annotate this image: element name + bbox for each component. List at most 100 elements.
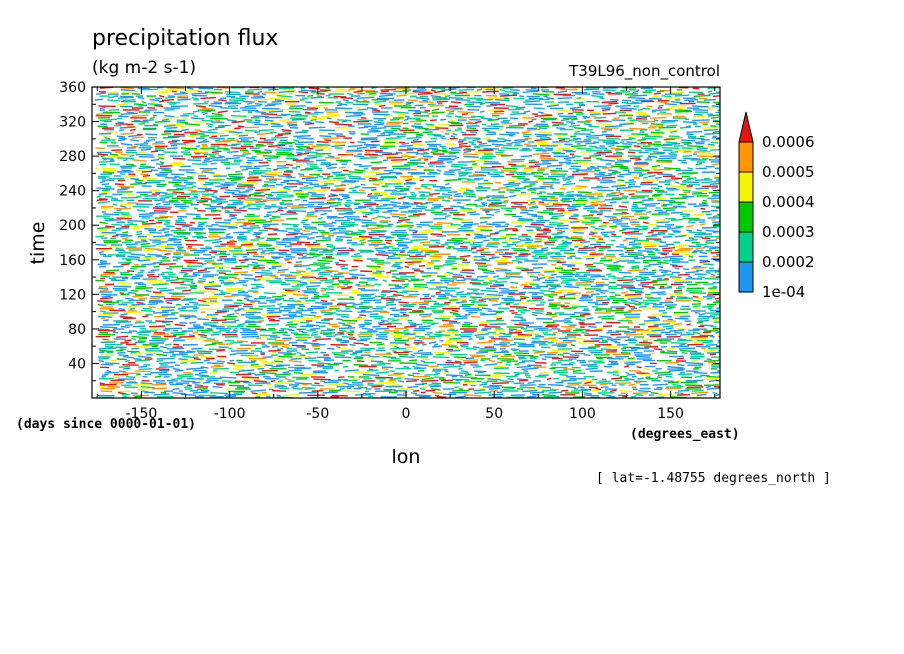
precip-streak — [463, 278, 479, 280]
precip-streak — [571, 305, 588, 308]
precip-streak — [386, 156, 403, 159]
precip-streak — [289, 271, 301, 274]
precip-streak — [120, 196, 139, 199]
precip-streak — [142, 174, 151, 177]
precip-streak — [687, 343, 704, 346]
precip-streak — [107, 99, 120, 102]
precip-streak — [650, 256, 668, 260]
precip-streak — [187, 87, 194, 90]
precip-streak — [123, 158, 128, 162]
precip-streak — [135, 287, 153, 290]
precip-streak — [630, 299, 639, 303]
precip-streak — [615, 91, 631, 94]
precip-streak — [638, 174, 644, 177]
precip-streak — [658, 231, 668, 234]
precip-streak — [627, 261, 641, 264]
precip-streak — [642, 107, 651, 110]
precip-streak — [233, 231, 251, 234]
precip-streak — [703, 331, 712, 334]
precip-streak — [96, 195, 102, 198]
precip-streak — [94, 98, 103, 101]
precip-streak — [664, 300, 672, 302]
precip-streak — [576, 97, 582, 99]
precip-streak — [692, 331, 700, 335]
precip-streak — [254, 123, 269, 126]
precip-streak — [402, 290, 419, 293]
precip-streak — [463, 321, 473, 324]
precip-streak — [302, 255, 307, 258]
precip-streak — [278, 90, 295, 93]
precip-streak — [159, 345, 168, 349]
precip-streak — [508, 331, 522, 334]
precip-streak — [477, 149, 494, 152]
precip-streak — [118, 185, 135, 188]
precip-streak — [545, 325, 558, 328]
precip-streak — [138, 213, 155, 216]
precip-streak — [307, 210, 318, 214]
precip-streak — [197, 299, 207, 303]
precip-streak — [682, 189, 691, 192]
precip-streak — [468, 174, 487, 177]
precip-streak — [241, 376, 260, 379]
precip-streak — [126, 125, 137, 128]
precip-streak — [134, 321, 145, 324]
precip-streak — [534, 334, 542, 337]
precip-streak — [407, 161, 426, 164]
precip-streak — [575, 201, 588, 204]
precip-streak — [374, 247, 389, 250]
precip-streak — [587, 301, 599, 304]
precip-streak — [403, 329, 409, 332]
precip-streak — [620, 107, 637, 110]
precip-streak — [290, 206, 308, 209]
precip-streak — [543, 225, 554, 229]
precip-streak — [651, 329, 666, 332]
precip-streak — [210, 365, 224, 368]
precip-streak — [339, 347, 355, 351]
precip-streak — [233, 327, 238, 330]
precip-streak — [95, 243, 107, 246]
precip-streak — [712, 255, 721, 258]
precip-streak — [277, 303, 283, 306]
precip-streak — [338, 230, 354, 233]
precip-streak — [226, 177, 243, 180]
precip-streak — [519, 295, 530, 299]
precip-streak — [138, 355, 152, 359]
precip-streak — [613, 260, 620, 264]
precip-streak — [188, 334, 195, 337]
precip-streak — [201, 110, 212, 114]
precip-streak — [646, 210, 652, 214]
precip-streak — [569, 354, 580, 357]
precip-streak — [372, 310, 388, 313]
precip-streak — [476, 88, 483, 91]
precip-streak — [658, 269, 672, 272]
precip-streak — [318, 273, 331, 276]
precip-streak — [99, 349, 114, 353]
precip-streak — [412, 138, 419, 142]
precip-streak — [704, 246, 719, 248]
precip-streak — [610, 239, 616, 242]
precip-streak — [255, 285, 265, 289]
precip-streak — [208, 295, 221, 298]
precip-streak — [641, 338, 653, 341]
precip-streak — [321, 299, 328, 303]
precip-streak — [703, 359, 720, 362]
precip-streak — [472, 241, 483, 244]
precip-streak — [368, 178, 384, 182]
precip-streak — [317, 169, 324, 172]
precip-streak — [609, 295, 616, 298]
precip-streak — [511, 140, 526, 144]
precip-streak — [670, 342, 688, 345]
precip-streak — [526, 128, 541, 131]
precip-streak — [586, 317, 594, 320]
precip-streak — [274, 245, 281, 248]
precip-streak — [226, 313, 235, 316]
precip-streak — [178, 209, 187, 212]
precip-streak — [365, 224, 384, 227]
precip-streak — [404, 343, 410, 346]
precip-streak — [192, 331, 199, 334]
precip-streak — [198, 223, 206, 226]
precip-streak — [203, 183, 214, 186]
precip-streak — [386, 271, 392, 274]
precip-streak — [526, 299, 545, 302]
precip-streak — [98, 193, 108, 196]
